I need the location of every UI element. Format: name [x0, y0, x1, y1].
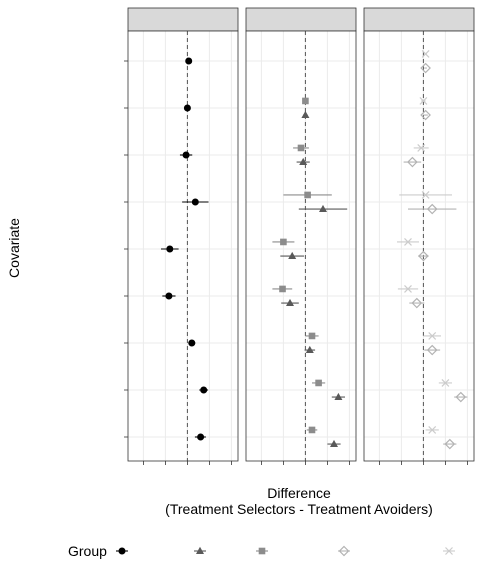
republicans-point [407, 156, 418, 168]
women-point [279, 285, 286, 293]
overall-point [200, 386, 208, 394]
overall-point [183, 104, 191, 112]
overall-point [165, 292, 173, 300]
overall-point [188, 339, 196, 347]
legend-key-d [445, 547, 453, 555]
men-point [334, 392, 343, 401]
panel-background [128, 31, 238, 461]
men-point [330, 439, 338, 448]
d-point [404, 238, 412, 246]
men-point [288, 251, 297, 260]
women-point [302, 97, 309, 105]
women-point [308, 426, 316, 434]
women-point [315, 379, 322, 387]
y-axis-title: Covariate [6, 218, 22, 278]
panel-border [363, 30, 475, 462]
panel-border [245, 30, 357, 462]
women-point [304, 191, 311, 199]
overall-point [191, 198, 199, 206]
d-point [404, 285, 412, 293]
d-point [419, 97, 428, 105]
panel-background [246, 31, 356, 461]
legend-title: Group [68, 543, 107, 559]
d-point [421, 50, 430, 58]
panel-background [364, 31, 474, 461]
d-point [441, 379, 450, 387]
women-point [280, 238, 287, 246]
republicans-point [426, 344, 438, 356]
men-point [286, 298, 294, 307]
legend-key-women [258, 547, 266, 555]
d-point [421, 191, 430, 199]
men-point [319, 204, 327, 213]
republicans-point [444, 438, 456, 450]
d-point [428, 426, 437, 434]
men-point [301, 110, 310, 119]
facet-strip [245, 7, 357, 32]
overall-point [182, 151, 190, 159]
d-point [417, 144, 426, 152]
overall-point [166, 245, 174, 253]
republicans-point [418, 250, 429, 262]
overall-point [197, 433, 205, 441]
women-point [297, 144, 305, 152]
legend-key-men [196, 546, 204, 554]
legend-key-overall [118, 547, 126, 555]
men-point [299, 157, 308, 166]
republicans-point [420, 109, 431, 121]
panel-border [127, 30, 239, 462]
republicans-point [426, 203, 438, 215]
women-point [308, 332, 316, 340]
x-axis-subtitle: (Treatment Selectors - Treatment Avoider… [165, 501, 433, 517]
facet-strip [127, 7, 239, 32]
republicans-point [411, 297, 423, 309]
facet-strip [363, 7, 475, 32]
republicans-point [420, 62, 431, 74]
d-point [428, 332, 437, 340]
legend-key-republicans [338, 545, 350, 557]
x-axis-title: Difference [267, 485, 331, 501]
men-point [305, 345, 314, 354]
republicans-point [455, 391, 467, 403]
overall-point [185, 57, 193, 65]
